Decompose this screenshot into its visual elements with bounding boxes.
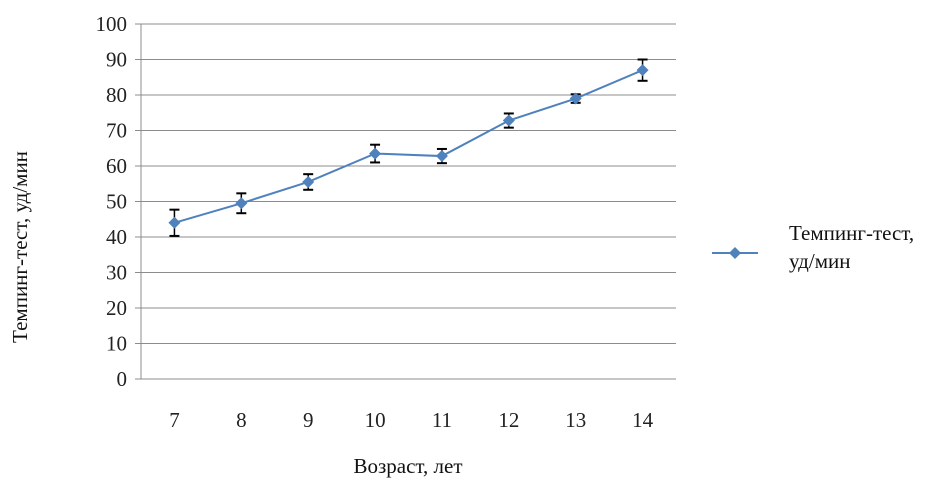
data-point-12 xyxy=(502,114,515,127)
x-tick-label-12: 12 xyxy=(498,408,519,432)
x-tick-label-13: 13 xyxy=(565,408,586,432)
x-axis-title: Возраст, лет xyxy=(353,454,462,478)
legend-label-line1: Темпинг-тест, xyxy=(789,221,914,245)
axes xyxy=(135,23,676,380)
x-tick-label-7: 7 xyxy=(169,408,180,432)
x-tick-label-9: 9 xyxy=(303,408,314,432)
y-axis-title: Темпинг-тест, уд/мин xyxy=(8,151,32,343)
y-tick-label-30: 30 xyxy=(106,261,127,285)
y-tick-label-0: 0 xyxy=(117,367,128,391)
y-tick-labels: 0 10 20 30 40 50 60 70 80 90 100 xyxy=(96,12,128,391)
legend: Темпинг-тест, уд/мин xyxy=(712,221,914,273)
x-tick-label-8: 8 xyxy=(236,408,247,432)
x-tick-label-11: 11 xyxy=(432,408,452,432)
error-bars xyxy=(169,58,648,237)
y-tick-label-10: 10 xyxy=(106,332,127,356)
data-point-9 xyxy=(302,175,315,188)
series-line-0 xyxy=(174,69,643,224)
y-tick-label-50: 50 xyxy=(106,190,127,214)
data-point-14 xyxy=(636,64,649,77)
data-point-8 xyxy=(235,197,248,210)
y-tick-label-90: 90 xyxy=(106,48,127,72)
x-tick-label-10: 10 xyxy=(365,408,386,432)
legend-marker-swatch xyxy=(729,247,741,259)
data-point-10 xyxy=(369,147,382,160)
data-point-13 xyxy=(569,92,582,105)
y-tick-label-20: 20 xyxy=(106,296,127,320)
gridlines xyxy=(141,23,676,344)
y-tick-label-70: 70 xyxy=(106,119,127,143)
data-point-7 xyxy=(168,216,181,229)
y-tick-label-80: 80 xyxy=(106,83,127,107)
y-tick-label-60: 60 xyxy=(106,154,127,178)
x-tick-labels: 7 8 9 10 11 12 13 14 xyxy=(169,408,653,432)
legend-label-line2: уд/мин xyxy=(789,249,850,273)
y-tick-label-40: 40 xyxy=(106,225,127,249)
y-tick-label-100: 100 xyxy=(96,12,128,36)
data-point-11 xyxy=(435,150,448,163)
x-tick-label-14: 14 xyxy=(632,408,654,432)
series-group xyxy=(168,64,649,229)
